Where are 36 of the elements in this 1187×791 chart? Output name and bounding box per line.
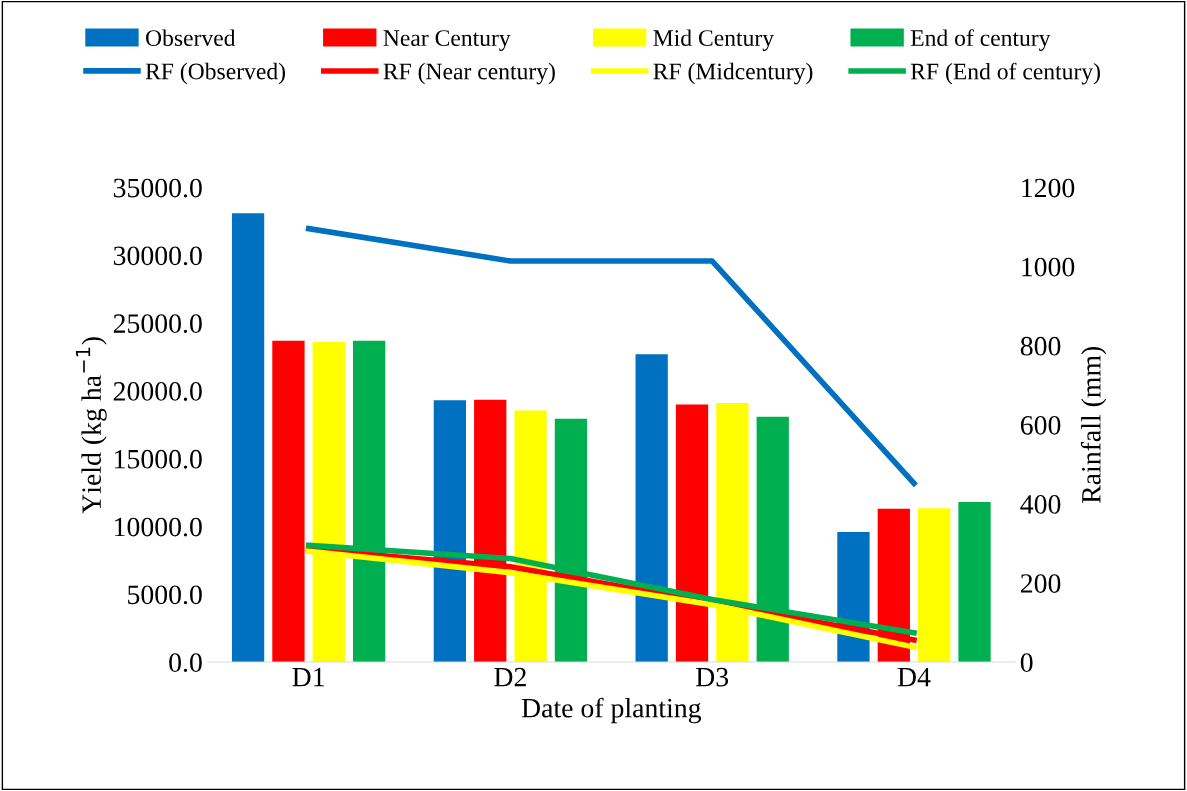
- y2-tick-label: 200: [1020, 574, 1061, 593]
- bar: [675, 404, 709, 663]
- legend-label: RF (Midcentury): [653, 62, 813, 85]
- legend-label: RF (End of century): [910, 62, 1100, 85]
- x-axis-title: Date of planting: [521, 697, 702, 724]
- y-tick-label: 0.0: [169, 653, 202, 673]
- legend-label: End of century: [910, 29, 1051, 51]
- y2-tick-label: 0: [1020, 653, 1033, 672]
- y2-tick-label: 1200: [1022, 178, 1075, 198]
- legend-label: Observed: [146, 29, 236, 47]
- legend-label: Near Century: [383, 30, 511, 51]
- legend-label: Mid Century: [653, 29, 774, 51]
- y-tick-label: 20000.0: [113, 382, 202, 401]
- y2-axis-title: Rainfall (mm): [1080, 346, 1107, 504]
- legend-label: RF (Observed): [145, 62, 285, 85]
- y2-tick-label: 1000: [1022, 257, 1075, 277]
- x-tick-label: D1: [292, 667, 324, 687]
- y-tick-label: 15000.0: [115, 449, 202, 469]
- y2-tick-label: 600: [1020, 415, 1061, 435]
- bar: [433, 400, 467, 663]
- x-tick-label: D4: [897, 667, 931, 687]
- y2-tick-label: 800: [1020, 336, 1061, 356]
- y-tick-label: 5000.0: [128, 585, 202, 605]
- x-tick-label: D3: [696, 667, 729, 687]
- y-tick-label: 25000.0: [113, 314, 202, 334]
- bar: [272, 340, 305, 663]
- bar: [231, 213, 265, 663]
- legend-label: RF (Near century): [383, 62, 555, 85]
- y-tick-label: 30000.0: [113, 246, 202, 266]
- bar: [635, 354, 668, 663]
- y2-tick-label: 400: [1020, 495, 1061, 514]
- y-tick-label: 10000.0: [115, 517, 202, 537]
- bar: [958, 502, 991, 663]
- y-tick-label: 35000.0: [113, 178, 202, 198]
- x-tick-label: D2: [494, 667, 526, 687]
- y-axis-title: Yield (kg ha$^{−1}$): [75, 337, 107, 514]
